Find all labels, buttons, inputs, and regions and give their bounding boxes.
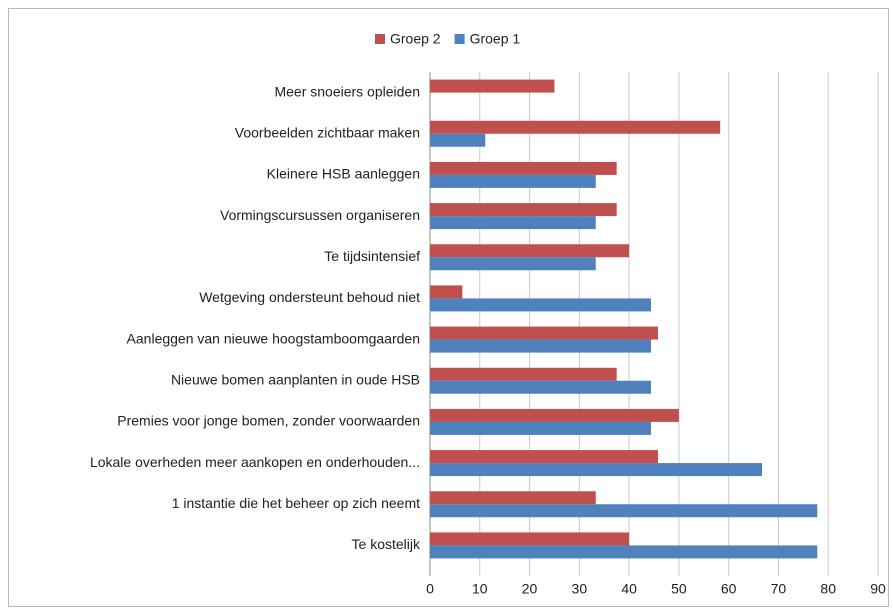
y-tick-label: Kleinere HSB aanleggen (267, 166, 420, 182)
x-tick-label: 30 (572, 581, 588, 597)
bar (430, 532, 630, 546)
bar (430, 161, 617, 175)
y-tick-label: Premies voor jonge bomen, zonder voorwaa… (117, 413, 420, 429)
bar (430, 203, 617, 217)
bar (430, 244, 630, 258)
legend-swatch (375, 34, 385, 44)
y-tick-label: Lokale overheden meer aankopen en onderh… (90, 454, 420, 470)
bar (430, 367, 617, 381)
bar (430, 491, 596, 505)
x-tick-label: 0 (426, 581, 434, 597)
x-tick-label: 50 (671, 581, 687, 597)
y-tick-label: 1 instantie die het beheer op zich neemt (172, 495, 420, 511)
x-tick-label: 70 (771, 581, 787, 597)
y-tick-label: Vormingscursussen organiseren (220, 207, 420, 223)
y-tick-label: Wetgeving ondersteunt behoud niet (199, 289, 420, 305)
bar (430, 298, 652, 312)
bar (430, 421, 652, 435)
bar (430, 216, 596, 230)
bar (430, 326, 658, 340)
bar (430, 285, 463, 299)
bar (430, 79, 555, 93)
bar (430, 504, 818, 518)
x-tick-label: 40 (621, 581, 637, 597)
bar (430, 174, 596, 188)
bar (430, 339, 652, 353)
bar (430, 408, 679, 422)
x-tick-label: 20 (522, 581, 538, 597)
y-tick-label: Voorbeelden zichtbaar maken (235, 124, 420, 140)
bar (430, 257, 596, 271)
y-tick-label: Te tijdsintensief (324, 248, 420, 264)
legend-label: Groep 2 (390, 31, 441, 47)
bar (430, 120, 721, 134)
legend-label: Groep 1 (470, 31, 521, 47)
bar (430, 380, 652, 394)
bar (430, 133, 486, 147)
legend-swatch (454, 34, 465, 44)
y-tick-label: Nieuwe bomen aanplanten in oude HSB (171, 371, 420, 387)
y-tick-label: Te kostelijk (352, 536, 421, 552)
bar (430, 545, 818, 559)
x-tick-label: 80 (820, 581, 836, 597)
y-tick-label: Aanleggen van nieuwe hoogstamboomgaarden (127, 330, 420, 346)
bar (430, 463, 763, 477)
bar (430, 450, 658, 464)
y-tick-label: Meer snoeiers opleiden (274, 83, 420, 99)
x-tick-label: 60 (721, 581, 737, 597)
x-tick-label: 10 (472, 581, 488, 597)
x-tick-label: 90 (870, 581, 886, 597)
